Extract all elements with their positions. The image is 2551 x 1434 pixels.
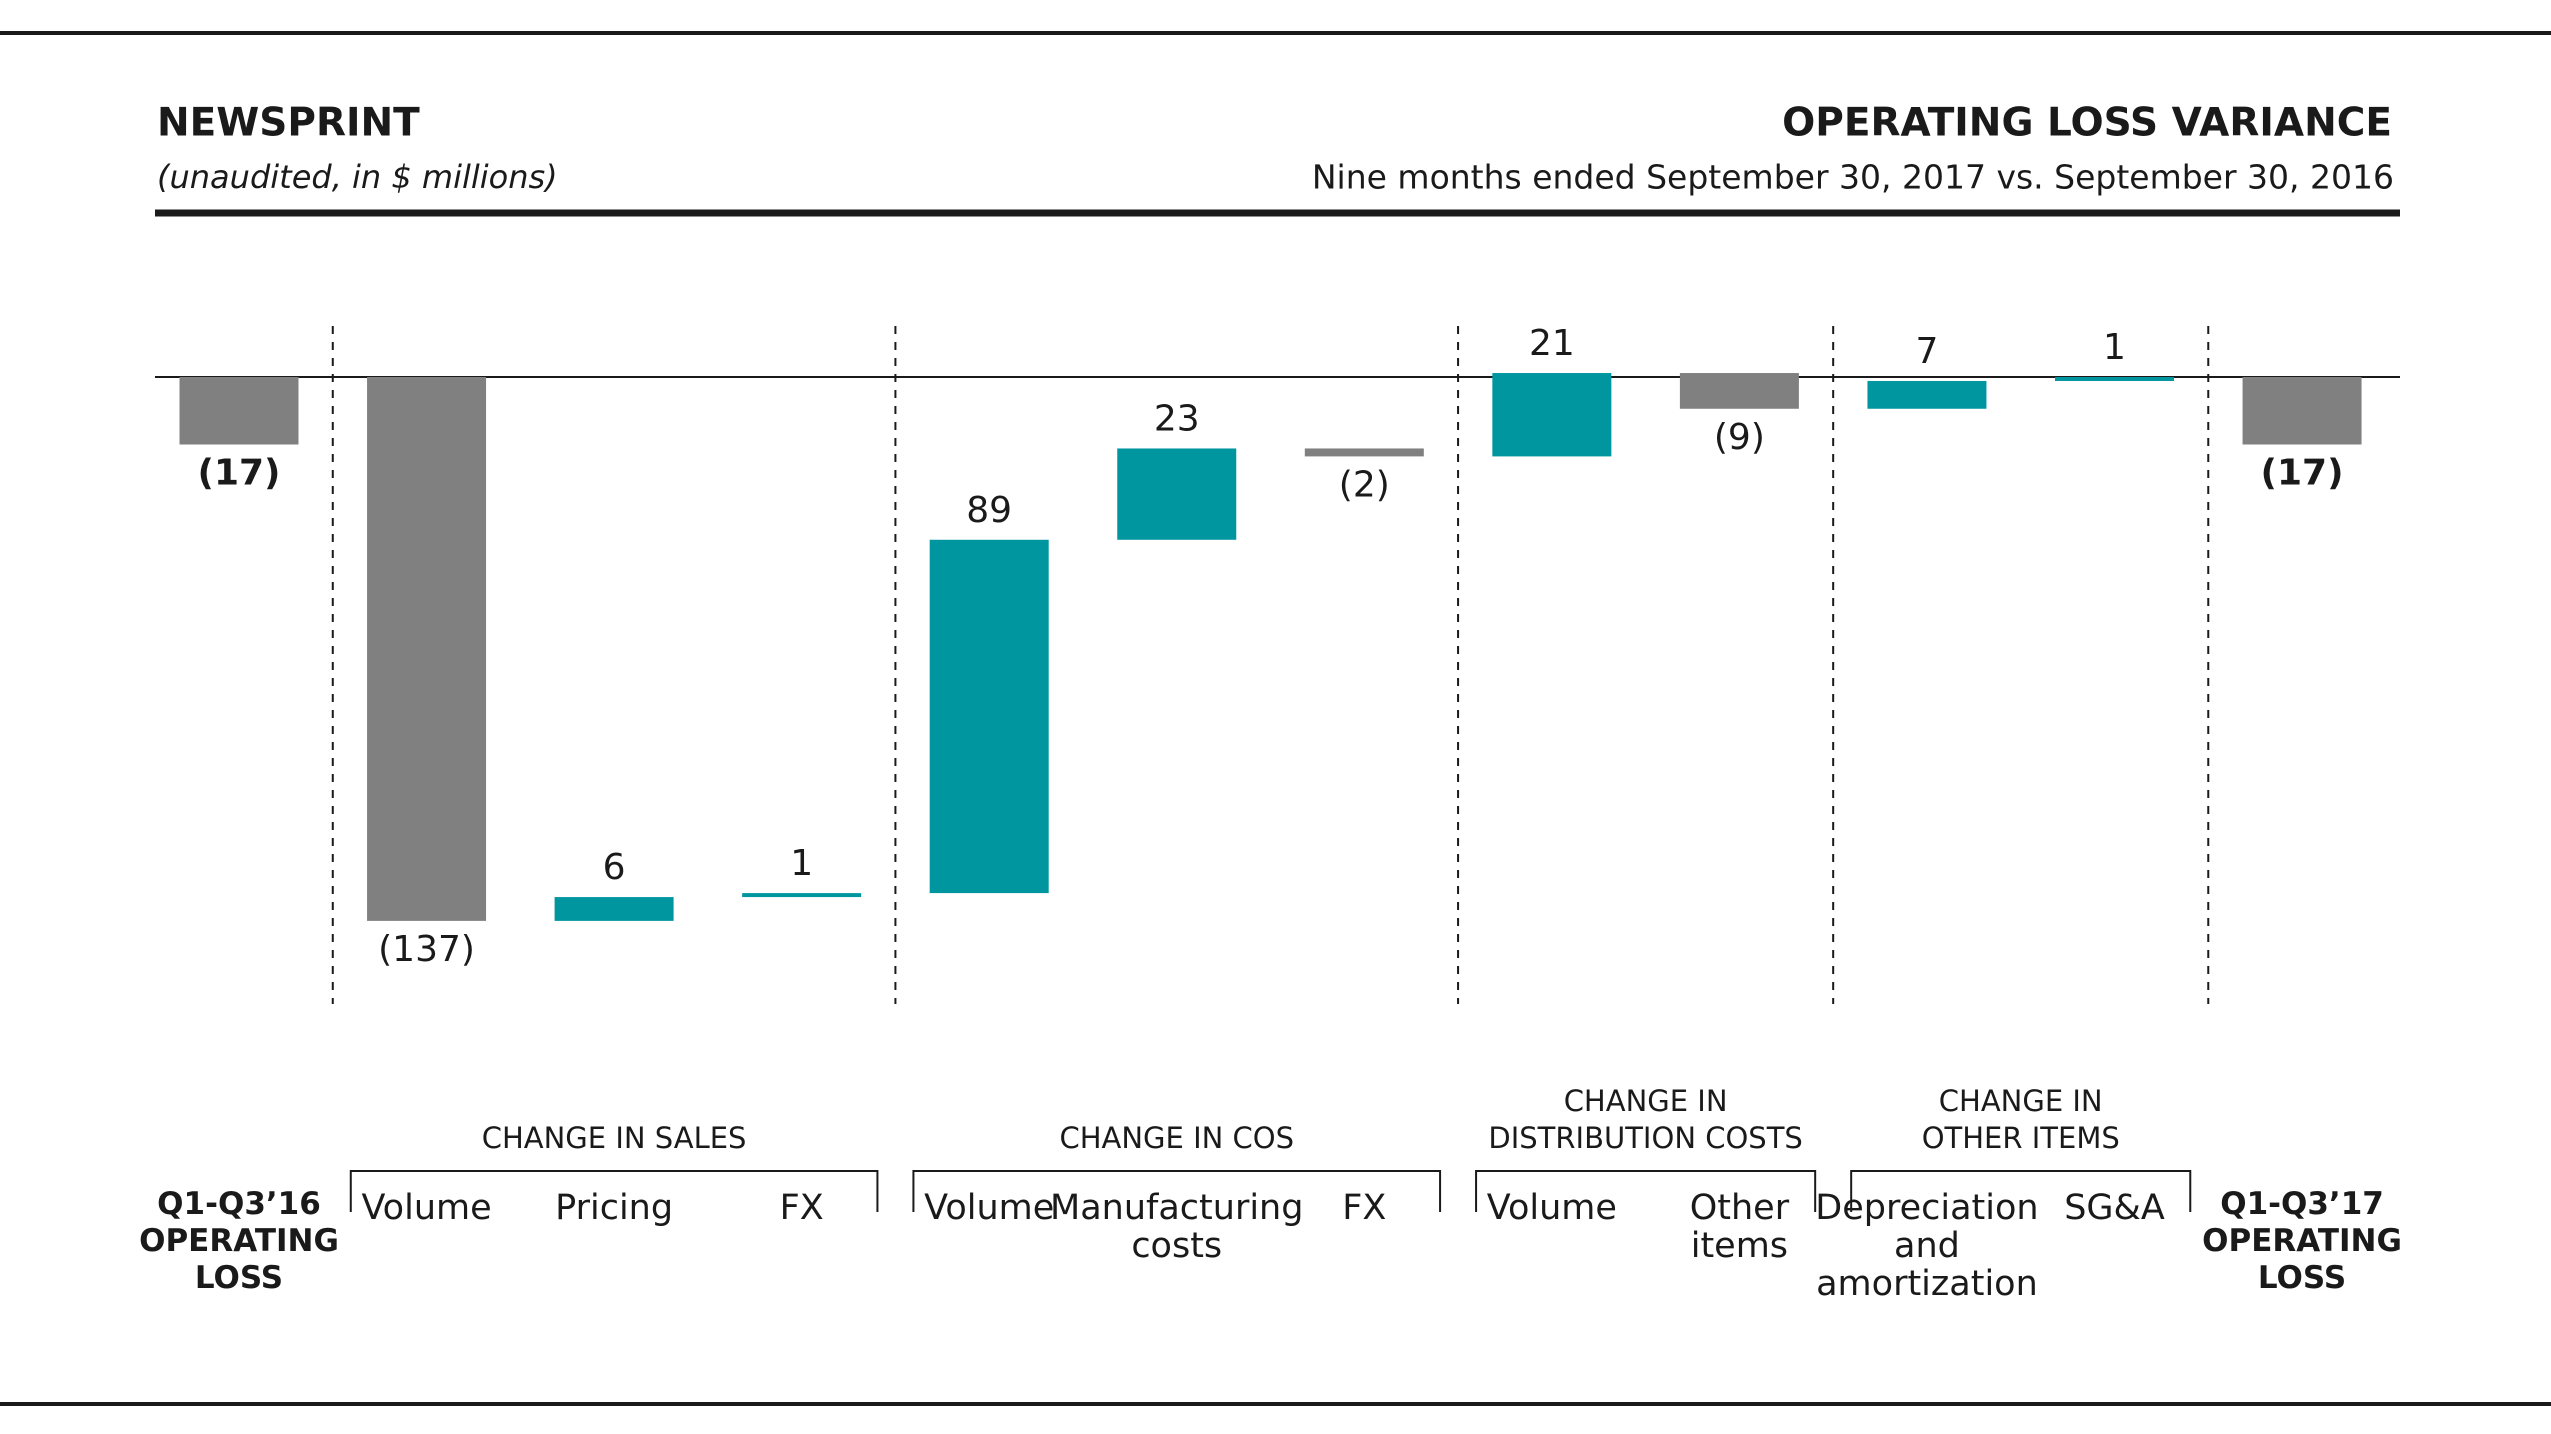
x-tick-label: Volume <box>361 1188 491 1228</box>
x-tick-label: Depreciation and amortization <box>1815 1188 2038 1304</box>
bar <box>554 897 674 921</box>
x-tick-label: Volume <box>924 1188 1054 1228</box>
bar <box>2242 377 2362 445</box>
value-label: 7 <box>1915 331 1938 372</box>
group-label: CHANGE IN OTHER ITEMS <box>1922 1084 2120 1155</box>
group-bracket <box>349 1170 879 1212</box>
chart-subtitle: (unaudited, in $ millions) <box>157 158 558 196</box>
value-label: (2) <box>1339 464 1390 505</box>
group-bracket <box>1850 1170 2192 1212</box>
bar <box>179 377 299 445</box>
bar <box>1679 373 1799 409</box>
right-subtitle: Nine months ended September 30, 2017 vs.… <box>1312 158 2394 197</box>
bar <box>742 893 862 898</box>
x-tick-label: Q1-Q3’16 OPERATING LOSS <box>139 1186 339 1296</box>
value-label: 89 <box>966 490 1012 531</box>
value-label: 1 <box>2103 327 2126 368</box>
x-tick-label: Q1-Q3’17 OPERATING LOSS <box>2202 1186 2402 1296</box>
group-bracket <box>1475 1170 1817 1212</box>
group-bracket <box>912 1170 1442 1212</box>
bar <box>2055 377 2174 381</box>
value-label: (17) <box>197 452 280 493</box>
group-label: CHANGE IN DISTRIBUTION COSTS <box>1488 1084 1802 1155</box>
chart-title: NEWSPRINT <box>157 101 420 146</box>
value-label: 21 <box>1529 323 1575 364</box>
x-tick-label: FX <box>780 1188 824 1228</box>
x-tick-label: Other items <box>1690 1188 1790 1266</box>
bar <box>1492 373 1612 457</box>
bar <box>929 539 1049 894</box>
group-label: CHANGE IN SALES <box>482 1121 747 1155</box>
bar <box>1117 448 1237 540</box>
value-label: 1 <box>790 843 813 884</box>
right-title: OPERATING LOSS VARIANCE <box>1782 101 2392 146</box>
group-label: CHANGE IN COS <box>1059 1121 1294 1155</box>
bar <box>367 377 487 921</box>
value-label: 6 <box>603 847 626 888</box>
bar <box>1867 380 1987 409</box>
x-tick-label: Manufacturing costs <box>1050 1188 1303 1266</box>
bar <box>1304 448 1424 457</box>
x-tick-label: Volume <box>1487 1188 1617 1228</box>
x-tick-label: Pricing <box>555 1188 673 1228</box>
value-label: (17) <box>2261 452 2344 493</box>
x-tick-label: SG&A <box>2064 1188 2165 1228</box>
value-label: 23 <box>1154 398 1200 439</box>
x-tick-label: FX <box>1342 1188 1386 1228</box>
value-label: (137) <box>378 929 475 970</box>
value-label: (9) <box>1714 417 1765 458</box>
